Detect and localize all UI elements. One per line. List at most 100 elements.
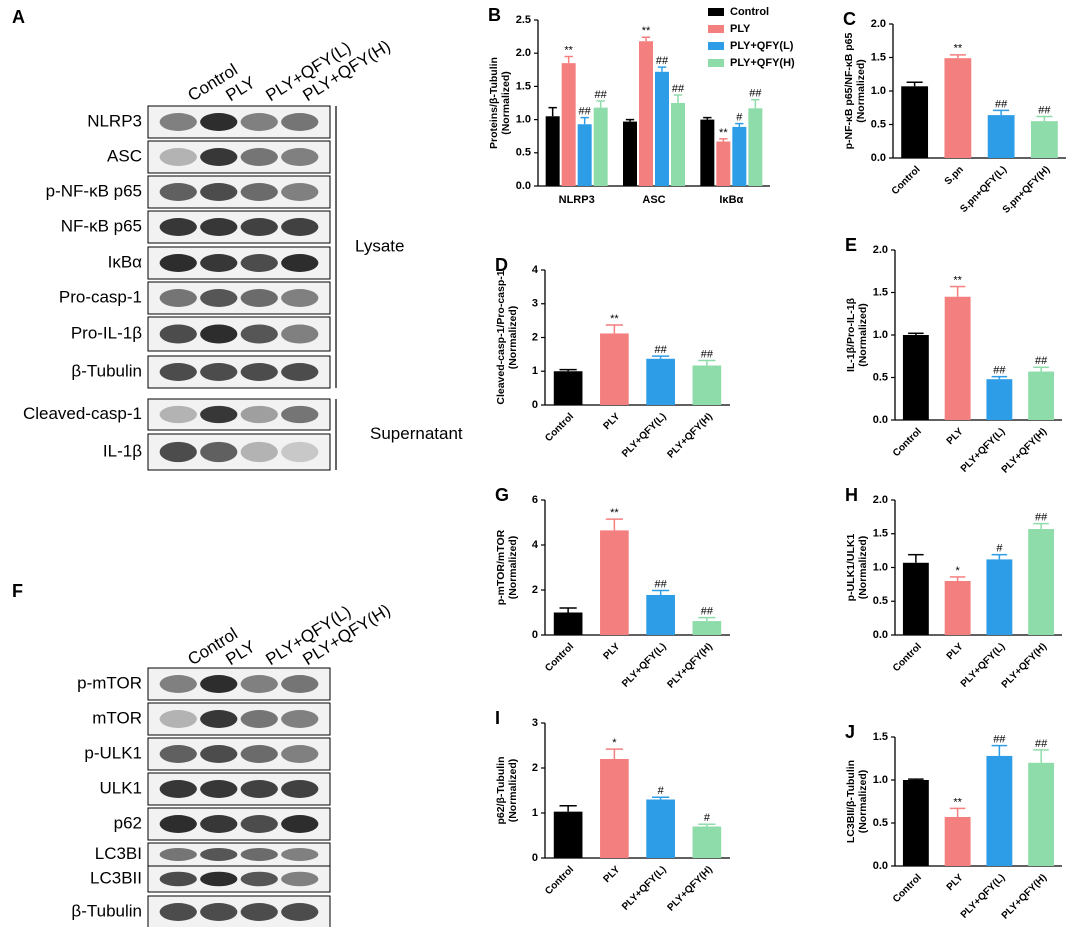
significance-label: ** — [954, 43, 963, 55]
y-tick-label: 0.5 — [873, 371, 888, 383]
blot-band — [240, 113, 278, 131]
bar — [600, 759, 629, 858]
bar — [902, 335, 929, 420]
bar — [987, 115, 1015, 158]
blot-band — [159, 815, 197, 833]
y-tick-label: 0.0 — [873, 860, 888, 872]
y-tick-label: 1.0 — [873, 774, 888, 786]
panel-label: E — [845, 235, 857, 255]
bar — [902, 562, 929, 635]
blot-band — [240, 363, 278, 381]
significance-label: ## — [1035, 512, 1048, 524]
row-label: IL-1β — [103, 441, 142, 460]
blot-band — [240, 254, 278, 272]
y-axis-label: p-NF-κB p65/NF-κB p65 — [843, 32, 855, 149]
y-axis-label: (Normalized) — [857, 536, 869, 600]
y-tick-label: 4 — [532, 264, 539, 276]
bar — [986, 755, 1013, 866]
blot-band — [159, 289, 197, 307]
x-tick-label: PLY+QFY(H) — [1000, 641, 1049, 690]
significance-label: ** — [719, 127, 728, 139]
y-tick-label: 2.0 — [516, 47, 531, 59]
row-label: mTOR — [92, 708, 142, 727]
y-tick-label: 0 — [532, 399, 538, 411]
x-tick-label: Control — [891, 426, 924, 459]
blot-band — [200, 324, 238, 344]
blot-band — [159, 848, 197, 861]
y-tick-label: 1.5 — [873, 286, 888, 298]
bar — [748, 108, 763, 186]
y-axis-label: (Normalized) — [507, 536, 519, 600]
significance-label: # — [658, 785, 665, 797]
blot-band — [159, 675, 197, 693]
significance-label: # — [704, 812, 711, 824]
blot-band — [281, 148, 319, 166]
x-tick-label: Control — [543, 864, 576, 897]
bar — [600, 333, 629, 405]
y-tick-label: 1.0 — [871, 85, 886, 97]
bar — [1028, 762, 1055, 866]
blot-band — [159, 405, 197, 424]
y-tick-label: 0.5 — [871, 118, 886, 130]
bar — [944, 58, 972, 158]
bar — [692, 826, 722, 858]
y-axis-label: (Normalized) — [507, 759, 519, 823]
y-tick-label: 1 — [532, 807, 538, 819]
y-axis-label: IL-1β/Pro-IL-1β — [845, 297, 857, 372]
y-tick-label: 2 — [532, 762, 538, 774]
x-tick-label: PLY+QFY(H) — [1000, 426, 1049, 475]
significance-label: ** — [953, 274, 962, 286]
row-label: ASC — [107, 146, 142, 165]
bar — [901, 86, 929, 158]
bar — [944, 581, 971, 635]
bar — [671, 103, 685, 186]
y-tick-label: 4 — [532, 539, 539, 551]
row-label: Cleaved-casp-1 — [23, 404, 142, 423]
bar — [646, 799, 675, 858]
row-label: β-Tubulin — [71, 361, 142, 380]
blot-band — [159, 363, 197, 381]
panel-label: G — [495, 485, 509, 505]
significance-label: ## — [1038, 104, 1051, 116]
blot-band — [200, 218, 238, 236]
bar — [561, 63, 576, 186]
bar — [732, 126, 747, 186]
blot-band — [281, 903, 319, 921]
significance-label: ## — [656, 55, 669, 67]
y-axis-label: p-ULK1/ULK1 — [845, 534, 857, 602]
row-label: NLRP3 — [87, 111, 142, 130]
blot-band — [281, 848, 319, 861]
blot-band — [159, 113, 197, 131]
bar — [553, 371, 583, 405]
blot-band — [240, 710, 278, 728]
blot-band — [240, 745, 278, 763]
bar — [553, 811, 583, 858]
blot-band — [240, 289, 278, 307]
legend-label: Control — [730, 6, 769, 18]
blot-band — [200, 848, 238, 861]
y-tick-label: 0.5 — [873, 817, 888, 829]
blot-band — [281, 324, 319, 344]
bar — [577, 124, 592, 186]
y-tick-label: 1.5 — [873, 731, 888, 743]
group-label: Supernatant — [370, 424, 463, 443]
y-axis-label: (Normalized) — [857, 770, 869, 834]
x-tick-label: PLY+QFY(L) — [620, 641, 669, 690]
y-tick-label: 1.0 — [516, 114, 531, 126]
y-tick-label: 1.5 — [871, 51, 886, 63]
x-tick-label: PLY+QFY(L) — [620, 411, 669, 460]
bar — [646, 358, 675, 405]
row-label: p62 — [114, 813, 142, 832]
blot-band — [240, 218, 278, 236]
blot-band — [240, 441, 278, 463]
blot-band — [200, 363, 238, 381]
significance-label: * — [612, 737, 617, 749]
bar — [986, 559, 1013, 635]
y-tick-label: 1 — [532, 365, 538, 377]
x-tick-label: Control — [891, 872, 924, 905]
bar — [1028, 371, 1055, 420]
y-tick-label: 2.0 — [873, 244, 888, 256]
x-tick-label: PLY — [945, 426, 966, 447]
significance-label: ## — [701, 606, 714, 618]
y-tick-label: 0.0 — [871, 152, 886, 164]
